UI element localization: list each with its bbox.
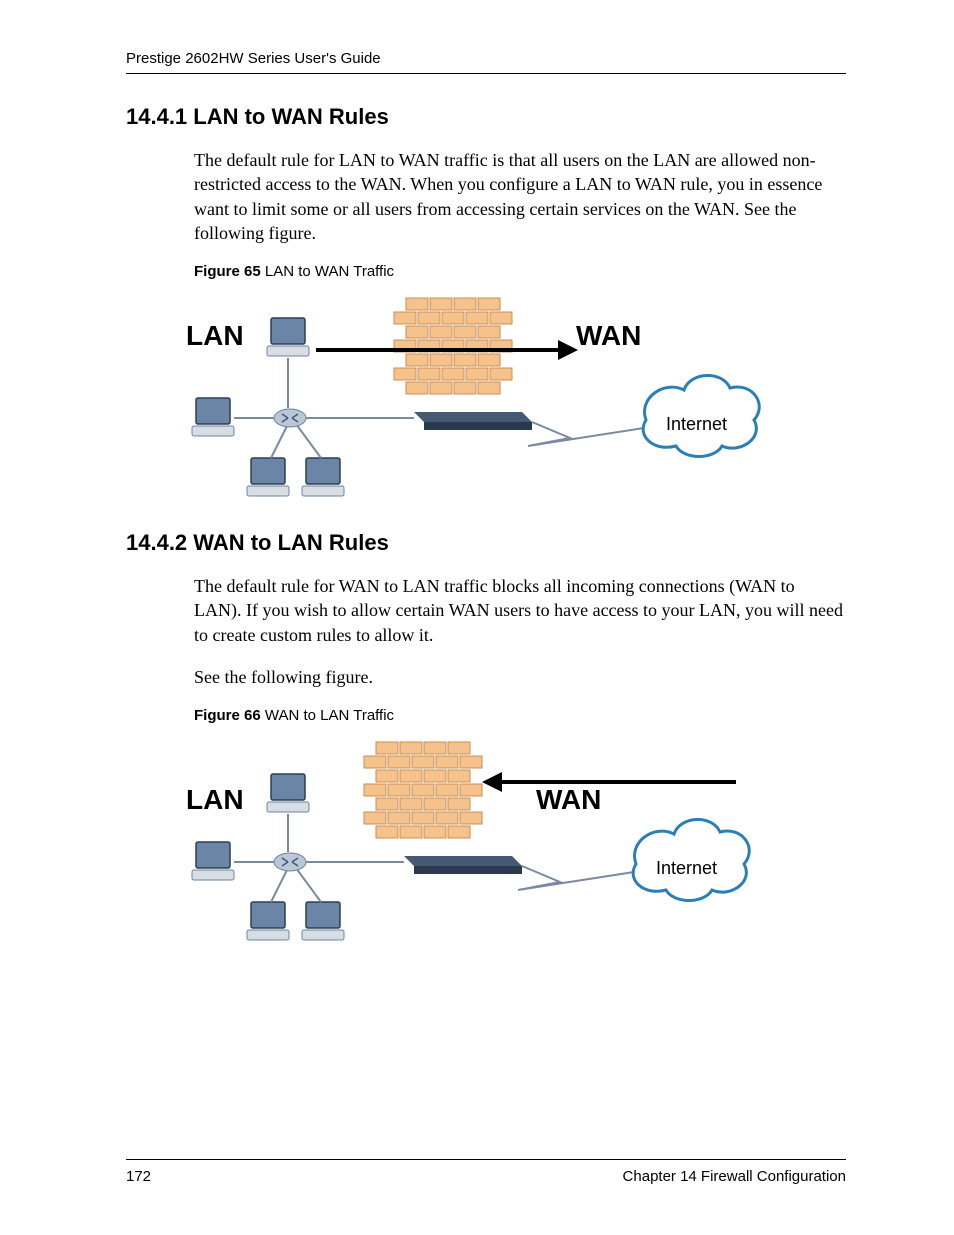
router-icon <box>274 853 306 871</box>
section-1-para-1: The default rule for LAN to WAN traffic … <box>194 148 846 245</box>
internet-label: Internet <box>656 858 717 878</box>
figure-66-label: Figure 66 <box>194 707 261 724</box>
figure-66-title: WAN to LAN Traffic <box>261 707 394 724</box>
firewall-icon <box>364 742 482 838</box>
lan-label: LAN <box>186 784 244 815</box>
page-number: 172 <box>126 1168 151 1185</box>
figure-65-diagram: LAN WAN <box>176 290 846 510</box>
figure-65-caption: Figure 65 LAN to WAN Traffic <box>194 263 846 280</box>
pc-icon <box>267 774 309 812</box>
internet-label: Internet <box>666 414 727 434</box>
figure-65-title: LAN to WAN Traffic <box>261 263 394 280</box>
arrow-left-icon <box>482 772 736 792</box>
wan-label: WAN <box>576 320 641 351</box>
lan-label: LAN <box>186 320 244 351</box>
firewall-icon <box>394 298 512 394</box>
page: Prestige 2602HW Series User's Guide 14.4… <box>0 0 954 1235</box>
footer-rule <box>126 1159 846 1160</box>
figure-66-diagram: LAN WAN <box>176 734 846 954</box>
cloud-icon: Internet <box>633 820 749 901</box>
router-icon <box>274 409 306 427</box>
pc-icon <box>247 458 289 496</box>
page-footer: 172 Chapter 14 Firewall Configuration <box>126 1159 846 1185</box>
section-heading-1: 14.4.1 LAN to WAN Rules <box>126 104 846 130</box>
pc-icon <box>192 398 234 436</box>
pc-icon <box>302 458 344 496</box>
section-2-para-1: The default rule for WAN to LAN traffic … <box>194 574 846 647</box>
modem-icon <box>414 412 532 430</box>
running-header: Prestige 2602HW Series User's Guide <box>126 50 846 67</box>
modem-icon <box>404 856 522 874</box>
pc-icon <box>247 902 289 940</box>
pc-icon <box>192 842 234 880</box>
pc-icon <box>302 902 344 940</box>
section-2-para-2: See the following figure. <box>194 665 846 689</box>
chapter-label: Chapter 14 Firewall Configuration <box>623 1168 846 1185</box>
section-heading-2: 14.4.2 WAN to LAN Rules <box>126 530 846 556</box>
pc-icon <box>267 318 309 356</box>
figure-65-label: Figure 65 <box>194 263 261 280</box>
wan-label: WAN <box>536 784 601 815</box>
figure-66-caption: Figure 66 WAN to LAN Traffic <box>194 707 846 724</box>
header-rule <box>126 73 846 74</box>
cloud-icon: Internet <box>643 376 759 457</box>
